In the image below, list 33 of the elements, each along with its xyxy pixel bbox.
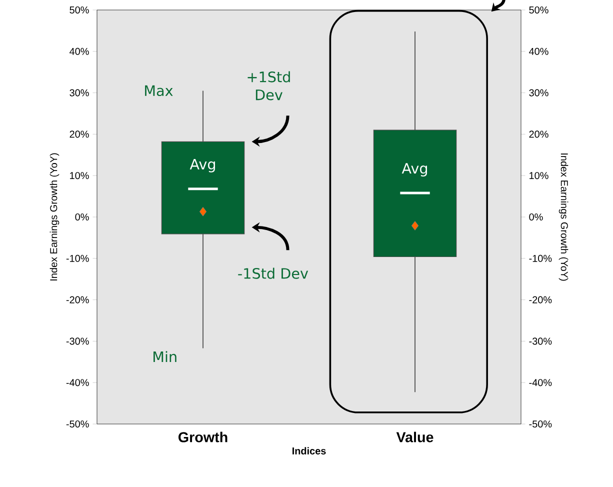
y2-tick-label: -20% xyxy=(529,296,552,304)
y-tick-label: 40% xyxy=(70,48,89,55)
x-tick-label: Growth xyxy=(178,432,228,442)
y-tick-label: 10% xyxy=(70,172,89,180)
y2-tick-label: -30% xyxy=(529,338,552,345)
annotation: +1Std Dev xyxy=(248,71,290,100)
x-tick-label: Value xyxy=(396,432,434,442)
y2-tick-label: 0% xyxy=(529,213,543,221)
y-tick-label: -10% xyxy=(66,254,89,262)
y2-tick-label: 30% xyxy=(529,89,548,96)
y-tick-label: -30% xyxy=(66,338,89,345)
annotation: Max xyxy=(145,85,173,96)
y-tick-label: -50% xyxy=(66,420,89,428)
annotation: Min xyxy=(154,351,176,362)
y2-axis-title: Index Earnings Growth (YoY) xyxy=(558,154,568,281)
y-tick-label: -40% xyxy=(66,379,89,386)
annotation: Avg xyxy=(190,158,215,172)
y2-tick-label: -40% xyxy=(529,379,552,386)
x-axis-title: Indices xyxy=(292,447,326,454)
y-tick-label: 50% xyxy=(70,6,89,14)
y-tick-label: 20% xyxy=(70,130,89,138)
y2-tick-label: 50% xyxy=(529,6,548,14)
y2-tick-label: -10% xyxy=(529,254,552,262)
y-axis-title: Index Earnings Growth (YoY) xyxy=(50,153,60,280)
y2-tick-label: 40% xyxy=(529,48,548,55)
annotation: -1Std Dev xyxy=(238,268,308,279)
annotation: Avg xyxy=(402,163,427,177)
y-tick-label: 30% xyxy=(70,89,89,96)
y-tick-label: 0% xyxy=(75,213,89,221)
y-tick-label: -20% xyxy=(66,296,89,304)
y2-tick-label: 10% xyxy=(530,172,548,180)
y2-tick-label: 20% xyxy=(529,130,548,138)
y2-tick-label: -50% xyxy=(529,420,552,428)
